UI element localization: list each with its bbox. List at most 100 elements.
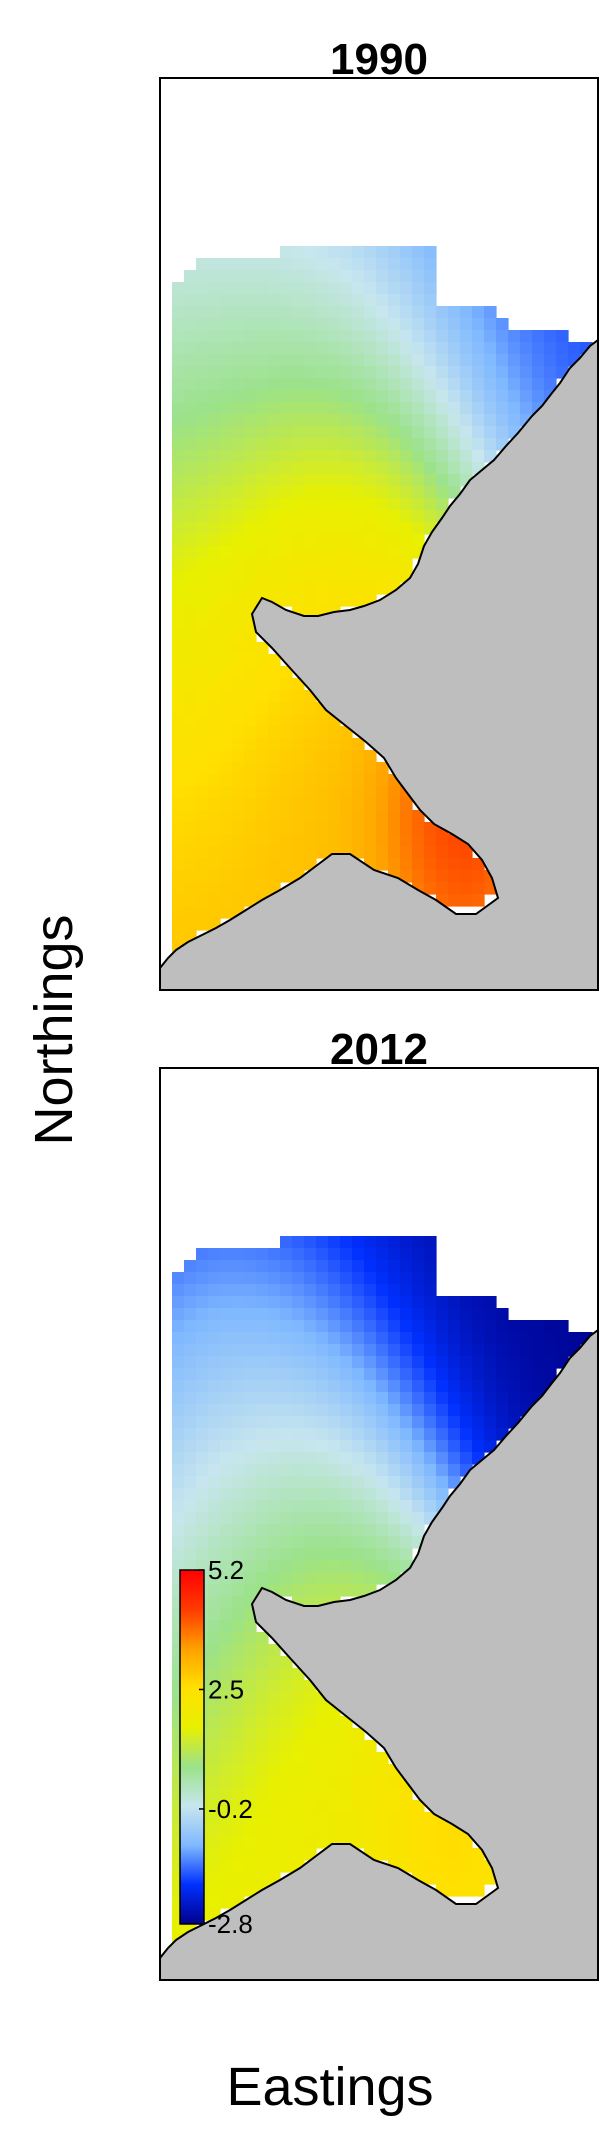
heatmap-cell: [172, 858, 185, 871]
heatmap-cell: [244, 870, 257, 883]
heatmap-cell: [208, 414, 221, 427]
heatmap-cell: [388, 270, 401, 283]
heatmap-cell: [256, 318, 269, 331]
heatmap-cell: [424, 474, 437, 487]
heatmap-cell: [280, 798, 293, 811]
heatmap-cell: [376, 498, 389, 511]
heatmap-cell: [484, 1428, 497, 1441]
heatmap-cell: [232, 486, 245, 499]
heatmap-cell: [472, 1308, 485, 1321]
heatmap-cell: [364, 1440, 377, 1453]
heatmap-cell: [328, 1560, 341, 1573]
heatmap-cell: [304, 1308, 317, 1321]
heatmap-cell: [352, 1728, 365, 1741]
heatmap-cell: [340, 1788, 353, 1801]
heatmap-cell: [352, 246, 365, 259]
heatmap-cell: [268, 1464, 281, 1477]
heatmap-cell: [220, 1872, 233, 1885]
heatmap-cell: [280, 510, 293, 523]
heatmap-cell: [208, 1536, 221, 1549]
heatmap-cell: [484, 1392, 497, 1405]
heatmap-cell: [352, 1320, 365, 1333]
heatmap-cell: [340, 546, 353, 559]
heatmap-cell: [400, 1392, 413, 1405]
heatmap-cell: [364, 534, 377, 547]
heatmap-cell: [280, 1356, 293, 1369]
heatmap-cell: [232, 474, 245, 487]
heatmap-cell: [208, 282, 221, 295]
heatmap-cell: [412, 1488, 425, 1501]
heatmap-cell: [436, 1332, 449, 1345]
heatmap-cell: [208, 810, 221, 823]
heatmap-cell: [340, 294, 353, 307]
heatmap-cell: [232, 570, 245, 583]
heatmap-cell: [256, 1872, 269, 1885]
heatmap-cell: [328, 1536, 341, 1549]
heatmap-cell: [448, 1884, 461, 1897]
heatmap-cell: [364, 1344, 377, 1357]
heatmap-cell: [340, 1764, 353, 1777]
heatmap-cell: [376, 1752, 389, 1765]
heatmap-cell: [220, 1344, 233, 1357]
heatmap-cell: [340, 1524, 353, 1537]
heatmap-cell: [472, 1440, 485, 1453]
heatmap-cell: [220, 1308, 233, 1321]
heatmap-cell: [304, 774, 317, 787]
heatmap-cell: [364, 1380, 377, 1393]
heatmap-cell: [364, 498, 377, 511]
heatmap-cell: [292, 714, 305, 727]
heatmap-cell: [472, 1380, 485, 1393]
heatmap-cell: [244, 1560, 257, 1573]
heatmap-cell: [256, 1836, 269, 1849]
heatmap-cell: [268, 1272, 281, 1285]
heatmap-cell: [256, 582, 269, 595]
heatmap-cell: [280, 486, 293, 499]
heatmap-cell: [352, 774, 365, 787]
heatmap-cell: [340, 1332, 353, 1345]
heatmap-cell: [220, 1284, 233, 1297]
heatmap-cell: [472, 318, 485, 331]
heatmap-cell: [316, 582, 329, 595]
heatmap-cell: [256, 1404, 269, 1417]
heatmap-cell: [436, 1476, 449, 1489]
heatmap-cell: [184, 1452, 197, 1465]
heatmap-cell: [292, 486, 305, 499]
heatmap-cell: [568, 342, 581, 355]
heatmap-cell: [472, 378, 485, 391]
heatmap-cell: [220, 1788, 233, 1801]
heatmap-cell: [448, 1452, 461, 1465]
heatmap-cell: [232, 258, 245, 271]
heatmap-cell: [220, 1296, 233, 1309]
heatmap-cell: [304, 246, 317, 259]
heatmap-cell: [280, 1320, 293, 1333]
heatmap-cell: [232, 1464, 245, 1477]
heatmap-cell: [280, 690, 293, 703]
heatmap-cell: [316, 1320, 329, 1333]
heatmap-cell: [244, 1452, 257, 1465]
heatmap-cell: [532, 378, 545, 391]
heatmap-cell: [172, 486, 185, 499]
heatmap-cell: [352, 342, 365, 355]
heatmap-cell: [352, 1836, 365, 1849]
heatmap-cell: [364, 1320, 377, 1333]
heatmap-cell: [316, 1380, 329, 1393]
heatmap-cell: [196, 666, 209, 679]
heatmap-cell: [172, 438, 185, 451]
heatmap-cell: [172, 306, 185, 319]
heatmap-cell: [448, 858, 461, 871]
heatmap-cell: [304, 426, 317, 439]
heatmap-cell: [340, 1404, 353, 1417]
heatmap-cell: [232, 558, 245, 571]
heatmap-cell: [424, 306, 437, 319]
heatmap-cell: [292, 462, 305, 475]
heatmap-cell: [460, 318, 473, 331]
heatmap-cell: [436, 834, 449, 847]
heatmap-cell: [304, 1728, 317, 1741]
heatmap-cell: [256, 1284, 269, 1297]
heatmap-cell: [388, 786, 401, 799]
heatmap-cell: [208, 1776, 221, 1789]
heatmap-cell: [256, 1452, 269, 1465]
heatmap-cell: [208, 1656, 221, 1669]
heatmap-cell: [292, 582, 305, 595]
heatmap-cell: [340, 1260, 353, 1273]
